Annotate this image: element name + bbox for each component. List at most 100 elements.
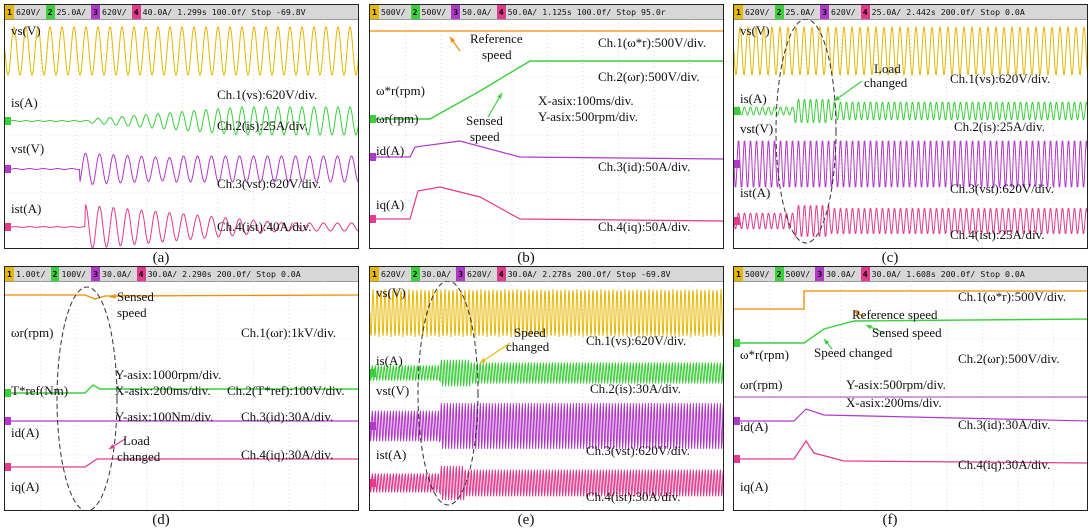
channel-marker-2 bbox=[370, 115, 376, 123]
scope-plot-area: vs(V) is(A) Ch.1(vs):620V/div. Ch.2(is):25A… bbox=[5, 19, 358, 248]
trace-label: Ch.3(id):50A/div. bbox=[598, 159, 691, 174]
header-field: 200.0f/ bbox=[940, 7, 976, 17]
channel-number-badge: 3 bbox=[820, 5, 830, 19]
trace-label: Y-asix:1000rpm/div. bbox=[115, 367, 222, 382]
trace-label: id(A) bbox=[740, 419, 769, 434]
vs-trace bbox=[734, 25, 1087, 77]
torque-ref-trace bbox=[5, 384, 358, 394]
vst-trace bbox=[734, 140, 1087, 188]
trace-label: ω*r(rpm) bbox=[376, 83, 425, 98]
header-field: Stop bbox=[616, 269, 637, 279]
arrow-head bbox=[450, 37, 456, 43]
scope-panel-c: 1 620V/2 25.0A/3 620V/4 25.0A/2.442s 200.0f/S… bbox=[733, 4, 1088, 249]
header-field: 30.0A/ bbox=[147, 269, 178, 279]
channel-number-badge: 3 bbox=[456, 267, 466, 281]
channel-marker-4 bbox=[734, 217, 740, 225]
trace-label: Ch.3(vst):620V/div. bbox=[217, 176, 321, 191]
vs-trace bbox=[5, 25, 358, 77]
graticule bbox=[5, 281, 358, 510]
vs-trace bbox=[370, 288, 723, 338]
trace-label: is(A) bbox=[376, 353, 403, 368]
header-field: -69.8V bbox=[641, 269, 671, 279]
arrow-head bbox=[824, 339, 830, 345]
channel-number-badge: 1 bbox=[5, 267, 14, 281]
trace-label: Ch.4(ist):25A/div. bbox=[950, 227, 1045, 242]
header-field: 30.0A/ bbox=[421, 269, 452, 279]
channel-marker-2 bbox=[370, 369, 376, 377]
trace-label: Ch.1(vs):620V/div. bbox=[586, 333, 687, 348]
channel-marker-3 bbox=[370, 422, 376, 430]
scope-header: 1 620V/2 25.0A/3 620V/4 25.0A/2.442s 200.0f/S… bbox=[734, 5, 1087, 20]
channel-number-badge: 4 bbox=[496, 5, 506, 19]
channel-number-badge: 4 bbox=[496, 267, 506, 281]
channel-marker-3 bbox=[370, 153, 376, 161]
header-field: 2.290s bbox=[182, 269, 212, 279]
trace-label: Ch.2(is):25A/div. bbox=[217, 118, 308, 133]
trace-label: Ch.4(iq):30A/div. bbox=[958, 457, 1051, 472]
trace-label: iq(A) bbox=[376, 197, 405, 212]
channel-number-badge: 4 bbox=[860, 267, 870, 281]
channel-marker-3 bbox=[734, 160, 740, 168]
header-field: 200.0f/ bbox=[216, 269, 252, 279]
waveform-svg bbox=[370, 19, 723, 248]
trace-label: Sensed speed bbox=[872, 325, 942, 340]
header-field: 620V/ bbox=[102, 7, 127, 17]
header-field: 25.0A/ bbox=[785, 7, 816, 17]
header-field: 30.0A/ bbox=[826, 269, 856, 279]
trace-label: Ch.3(id):30A/div. bbox=[241, 409, 334, 424]
trace-label: Ch.1(ω*r):500V/div. bbox=[958, 289, 1067, 304]
arrow-head bbox=[110, 293, 116, 299]
header-field: 500V/ bbox=[380, 7, 406, 17]
header-field: Stop bbox=[980, 269, 1001, 279]
trace-label: Ch.1(vs):620V/div. bbox=[950, 71, 1051, 86]
graticule bbox=[5, 19, 358, 248]
header-field: Stop bbox=[256, 269, 276, 279]
trace-label: Speed changed bbox=[814, 345, 893, 360]
trace-label: ist(A) bbox=[11, 201, 42, 216]
header-field: 100V/ bbox=[61, 269, 87, 279]
channel-marker-4 bbox=[734, 455, 740, 463]
channel-number-badge: 3 bbox=[451, 5, 461, 19]
trace-label: Ch.4(ist):30A/div. bbox=[586, 489, 681, 504]
channel-number-badge: 3 bbox=[815, 267, 825, 281]
scope-panel-e: 1 620V/2 30.0A/3 620V/4 30.0A/2.278s 200.0f/S… bbox=[369, 266, 724, 511]
header-field: 500V/ bbox=[744, 269, 770, 279]
header-field: 620V/ bbox=[15, 7, 41, 17]
header-field: 1.00t/ bbox=[15, 269, 46, 279]
channel-marker-2 bbox=[734, 107, 740, 115]
header-field: 50.0A/ bbox=[462, 7, 492, 17]
trace-label: speed bbox=[482, 47, 512, 62]
arrow-head bbox=[854, 311, 860, 316]
header-field: Stop bbox=[980, 7, 1001, 17]
header-field: 500V/ bbox=[421, 7, 447, 17]
arrow-head bbox=[109, 444, 115, 449]
trace-label: T*ref(Nm) bbox=[11, 383, 69, 398]
scope-header: 1 620V/2 25.0A/3 620V/4 40.0A/1.299s 100.0f/S… bbox=[5, 5, 358, 20]
ist-trace bbox=[370, 465, 723, 501]
id-trace bbox=[370, 140, 723, 160]
sensed-speed-trace bbox=[734, 318, 1087, 344]
trace-label: Ch.2(T*ref):100V/div. bbox=[227, 383, 345, 398]
trace-label: Reference speed bbox=[852, 307, 938, 322]
arrow-head bbox=[480, 357, 486, 363]
header-field: 500V/ bbox=[785, 269, 811, 279]
channel-marker-2 bbox=[5, 117, 11, 125]
panel-caption: (f) bbox=[882, 512, 898, 528]
trace-label: ωr(rpm) bbox=[740, 377, 783, 392]
scope-panel-a: 1 620V/2 25.0A/3 620V/4 40.0A/1.299s 100.0f/S… bbox=[4, 4, 359, 249]
iq-trace bbox=[734, 439, 1087, 464]
trace-label: changed bbox=[864, 75, 908, 90]
trace-label: speed bbox=[470, 129, 500, 144]
header-field: 100.0f/ bbox=[211, 7, 247, 17]
trace-label: id(A) bbox=[376, 143, 405, 158]
channel-number-badge: 2 bbox=[774, 5, 784, 19]
scope-plot-area: Reference speed Ch.1(ω*r):500V/div. Ch.2(ωr… bbox=[370, 19, 723, 248]
trace-label: Reference bbox=[470, 31, 523, 46]
trace-label: ist(A) bbox=[740, 185, 771, 200]
scope-header: 1 620V/2 30.0A/3 620V/4 30.0A/2.278s 200.0f/S… bbox=[370, 267, 723, 282]
scope-plot-area: Sensed speed ωr(rpm) Ch.1(ωr):1kV/div. Y-asi… bbox=[5, 281, 358, 510]
trace-label: ω*r(rpm) bbox=[740, 347, 789, 362]
panel-caption: (a) bbox=[152, 250, 170, 266]
vst-trace bbox=[370, 403, 723, 449]
trace-label: Ch.2(is):25A/div. bbox=[954, 119, 1045, 134]
